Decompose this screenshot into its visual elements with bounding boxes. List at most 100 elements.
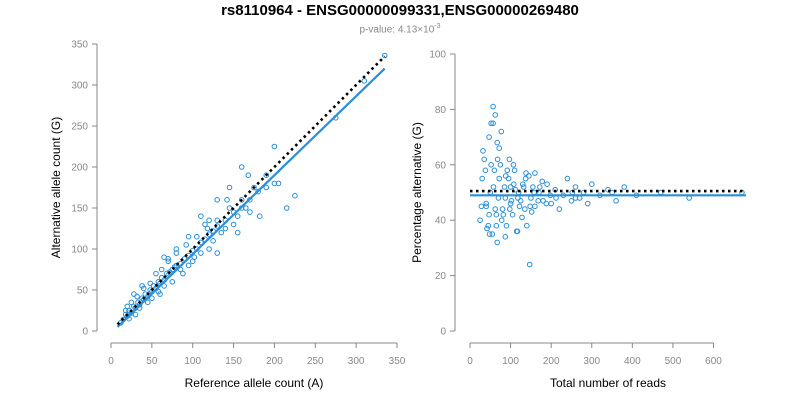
data-point (488, 120, 494, 127)
y-axis-title: Alternative allele count (G) (49, 117, 63, 258)
data-point (491, 167, 498, 174)
data-point (234, 229, 241, 236)
data-point (490, 184, 497, 190)
data-point (171, 264, 178, 270)
y-tick-label: 0 (440, 327, 446, 338)
data-point (502, 234, 509, 240)
x-tick-label: 50 (146, 356, 158, 367)
data-point (509, 211, 516, 218)
data-point (161, 254, 167, 261)
data-point (526, 173, 532, 179)
data-point (494, 239, 501, 246)
data-point (527, 203, 533, 210)
data-point (520, 184, 527, 190)
data-point (589, 181, 595, 187)
data-point (528, 209, 535, 215)
data-point (539, 178, 546, 185)
y-tick-label: 250 (71, 122, 88, 133)
data-point (489, 231, 496, 237)
data-point (532, 203, 538, 210)
data-point (255, 188, 261, 195)
data-point (511, 167, 518, 174)
data-point (512, 186, 519, 193)
data-point (245, 172, 252, 178)
data-point (194, 233, 200, 240)
y-tick-label: 350 (71, 40, 88, 51)
data-point (482, 167, 489, 174)
data-point (613, 198, 619, 204)
data-point (516, 203, 523, 210)
data-point (214, 250, 220, 256)
data-point (147, 280, 153, 287)
data-point (564, 175, 571, 182)
data-point (173, 246, 180, 252)
data-point (556, 206, 563, 212)
p-value-exponent: -3 (434, 23, 441, 30)
data-point (153, 270, 159, 277)
data-point (535, 198, 542, 204)
data-point (548, 200, 555, 207)
data-point (238, 164, 245, 170)
data-point (572, 184, 579, 190)
data-point (381, 52, 388, 59)
data-point (520, 181, 526, 187)
data-point (180, 270, 186, 277)
data-point (214, 197, 220, 203)
x-tick-label: 300 (348, 356, 365, 367)
data-point (514, 228, 521, 235)
data-point (132, 311, 139, 318)
data-point (502, 173, 509, 179)
data-point (185, 233, 192, 240)
data-point (271, 143, 278, 150)
y-tick-label: 80 (435, 105, 447, 116)
data-point (247, 209, 253, 215)
scatter-points (477, 103, 745, 268)
p-value-subtitle: p-value: 4.13×10-3 (0, 23, 800, 35)
data-point (256, 213, 263, 219)
data-point (271, 180, 278, 187)
data-point (478, 203, 485, 210)
data-point (499, 206, 506, 212)
data-point (191, 254, 198, 261)
chart-allele-count: 0 50 100 150 200 250 300 350 0 50 100 150 200 250 300 3… (49, 40, 406, 391)
data-point (503, 222, 510, 229)
data-point (524, 222, 530, 229)
chart-percentage: 0 100 200 300 400 500 600 0 20 40 60 80 100 Total num… (410, 50, 746, 390)
data-point (501, 184, 508, 190)
x-tick-label: 500 (665, 356, 682, 367)
data-point (161, 283, 167, 289)
data-point (218, 229, 225, 236)
data-point (497, 162, 504, 168)
y-axis-title: Percentage alternative (G) (410, 122, 424, 263)
data-point (493, 211, 500, 218)
data-point (230, 221, 237, 228)
data-point (507, 184, 514, 190)
x-axis-title: Reference allele count (A) (185, 376, 324, 390)
x-tick-label: 100 (184, 356, 201, 367)
data-point (198, 250, 204, 256)
data-point (238, 197, 245, 203)
data-point (283, 205, 290, 211)
x-tick-label: 100 (502, 356, 519, 367)
data-point (234, 213, 241, 219)
data-point (263, 184, 270, 191)
data-point (498, 128, 505, 135)
data-point (484, 225, 490, 232)
data-point (155, 288, 162, 295)
data-point (149, 295, 155, 302)
x-tick-label: 300 (583, 356, 600, 367)
data-point (493, 222, 500, 229)
data-point (517, 198, 524, 204)
x-tick-label: 250 (307, 356, 324, 367)
data-point (505, 175, 512, 182)
data-point (486, 134, 492, 140)
data-point (124, 303, 131, 310)
data-point (226, 184, 233, 191)
y-tick-label: 20 (435, 271, 447, 282)
data-point (169, 279, 176, 285)
data-point (519, 214, 525, 221)
data-point (621, 184, 628, 190)
data-point (492, 206, 499, 212)
data-point (251, 184, 257, 191)
